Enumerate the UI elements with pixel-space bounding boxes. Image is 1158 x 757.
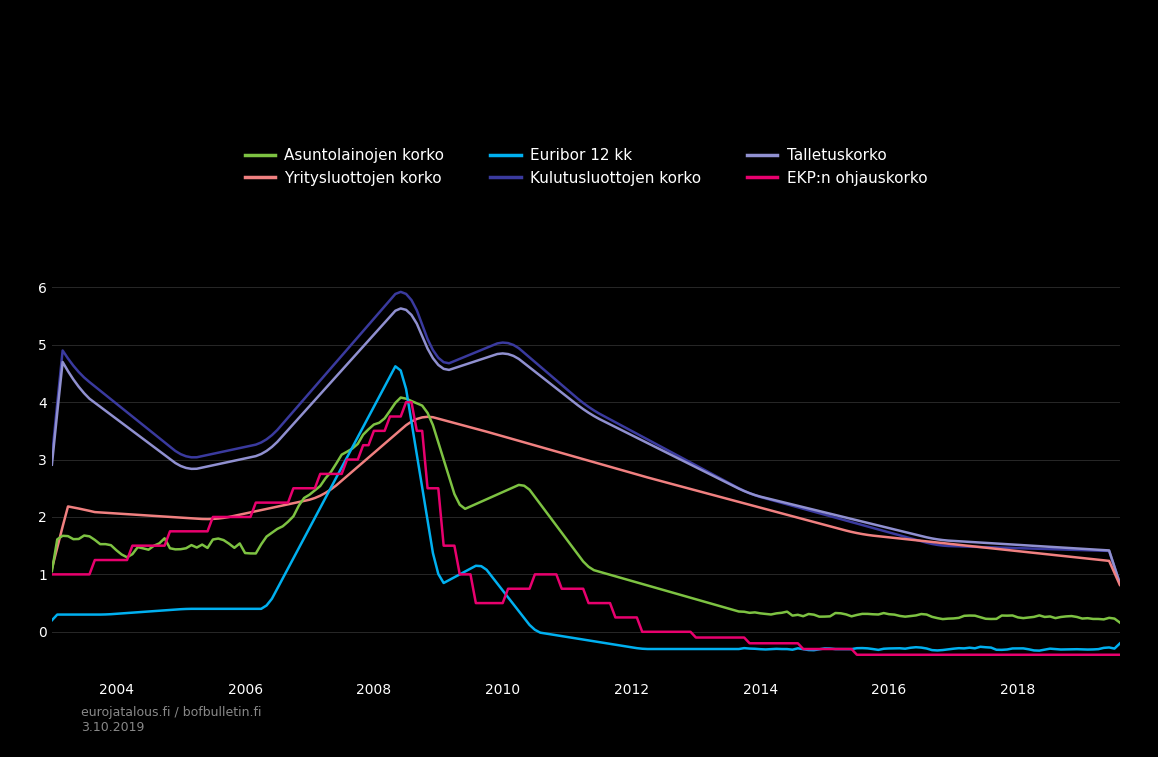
Legend: Asuntolainojen korko, Yritysluottojen korko, Euribor 12 kk, Kulutusluottojen kor: Asuntolainojen korko, Yritysluottojen ko… <box>244 148 928 185</box>
Text: eurojatalous.fi / bofbulletin.fi
3.10.2019: eurojatalous.fi / bofbulletin.fi 3.10.20… <box>81 706 262 734</box>
